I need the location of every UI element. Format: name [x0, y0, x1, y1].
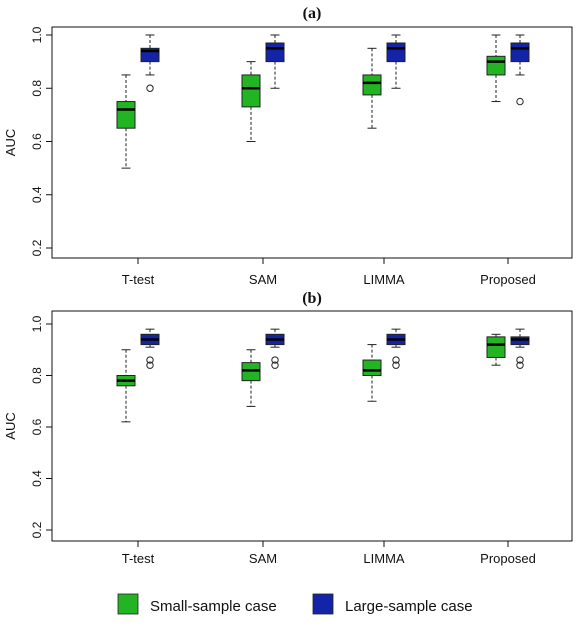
x-tick-label: SAM: [249, 551, 277, 566]
legend-swatch-small-sample: [117, 593, 139, 615]
box-body: [241, 362, 261, 382]
panel-title: (a): [303, 5, 322, 22]
box-small-t-test: [116, 349, 136, 423]
y-tick-label: 0.8: [30, 367, 44, 384]
legend-swatch-large-sample: [312, 593, 334, 615]
box-body: [362, 74, 382, 96]
y-tick-label: 0.6: [30, 418, 44, 435]
legend-label-large-sample: Large-sample case: [345, 598, 473, 615]
box-large-t-test: [140, 34, 160, 92]
outlier-point: [146, 356, 154, 364]
box-small-sam: [241, 61, 261, 142]
y-axis-label: AUC: [3, 129, 18, 156]
outlier-point: [392, 361, 400, 369]
x-tick-label: T-test: [122, 272, 155, 287]
box-large-t-test: [140, 328, 160, 369]
x-tick-label: SAM: [249, 272, 277, 287]
box-large-limma: [386, 34, 406, 89]
outlier-point: [271, 356, 279, 364]
y-tick-label: 0.4: [30, 470, 44, 487]
box-large-proposed: [510, 34, 530, 106]
y-tick-label: 0.4: [30, 186, 44, 203]
panel-a: (a) AUC 0.2 0.4 0.6 0.8 1.0 T-test SAM LIMMA Propo…: [3, 5, 573, 287]
panel-b: (b) AUC 0.2 0.4 0.6 0.8 1.0 T-test SAM LIMMA Propo…: [3, 290, 573, 566]
x-tick-label: Proposed: [480, 272, 536, 287]
x-tick-label: Proposed: [480, 551, 536, 566]
box-body: [241, 74, 261, 108]
outlier-point: [516, 356, 524, 364]
box-body: [265, 42, 285, 63]
y-tick-label: 1.0: [30, 26, 44, 43]
box-body: [116, 101, 136, 129]
outlier-point: [146, 361, 154, 369]
box-small-limma: [362, 344, 382, 402]
box-large-proposed: [510, 328, 530, 369]
box-body: [510, 336, 530, 346]
box-small-sam: [241, 349, 261, 407]
box-large-sam: [265, 34, 285, 89]
outlier-point: [516, 361, 524, 369]
legend-label-small-sample: Small-sample case: [150, 598, 277, 615]
plot-frame: [51, 26, 573, 259]
box-small-t-test: [116, 74, 136, 169]
outlier-point: [271, 361, 279, 369]
box-small-proposed: [486, 333, 506, 366]
box-body: [510, 42, 530, 63]
y-tick-label: 0.2: [30, 239, 44, 256]
box-body: [362, 359, 382, 376]
box-large-limma: [386, 328, 406, 369]
box-body: [486, 336, 506, 358]
x-tick-label: LIMMA: [363, 551, 405, 566]
x-tick-label: T-test: [122, 551, 155, 566]
y-tick-label: 0.2: [30, 521, 44, 538]
y-axis-label: AUC: [3, 412, 18, 439]
panel-title: (b): [302, 290, 322, 307]
y-tick-label: 1.0: [30, 315, 44, 332]
legend: Small-sample case Large-sample case: [117, 593, 473, 615]
box-small-limma: [362, 47, 382, 129]
y-tick-label: 0.8: [30, 80, 44, 97]
y-tick-label: 0.6: [30, 133, 44, 150]
box-body: [386, 42, 406, 63]
box-large-sam: [265, 328, 285, 369]
outlier-point: [392, 356, 400, 364]
box-body: [486, 55, 506, 76]
box-small-proposed: [486, 34, 506, 103]
plot-frame: [51, 310, 573, 542]
outlier-point: [146, 84, 154, 92]
x-tick-label: LIMMA: [363, 272, 405, 287]
outlier-point: [516, 97, 524, 106]
